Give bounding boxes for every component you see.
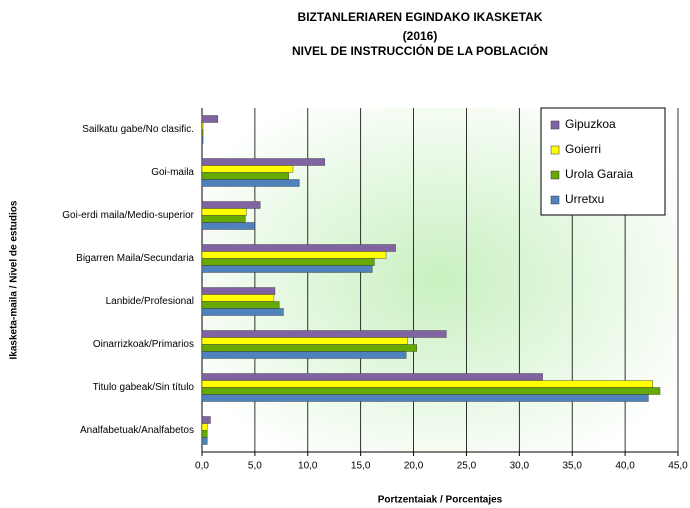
x-tick-label: 0,0 [195,461,209,472]
bar [201,265,373,273]
bar [201,416,211,424]
legend-swatch [550,195,560,205]
bar [201,172,289,180]
bar [201,129,204,137]
bar [201,287,276,295]
bar [201,215,246,223]
legend-label: Urretxu [565,192,604,206]
legend-swatch [550,120,560,130]
bar [201,308,284,316]
bar [201,337,408,345]
x-tick-label: 15,0 [351,461,371,472]
bar [201,165,294,173]
chart-title: NIVEL DE INSTRUCCIÓN DE LA POBLACIÓN [292,43,548,58]
x-tick-label: 35,0 [562,461,582,472]
legend-label: Urola Garaia [565,167,633,181]
y-tick-label: Bigarren Maila/Secundaria [76,253,194,264]
x-tick-label: 45,0 [668,461,688,472]
bar [201,437,208,445]
y-tick-label: Lanbide/Profesional [106,296,194,307]
legend-swatch [550,145,560,155]
x-tick-label: 5,0 [248,461,262,472]
x-tick-label: 40,0 [615,461,635,472]
chart-title: BIZTANLERIAREN EGINDAKO IKASKETAK [298,10,543,24]
bar [201,258,375,266]
legend-box [540,107,666,216]
legend-label: Gipuzkoa [565,117,616,131]
legend-label: Goierri [565,142,601,156]
bar [201,430,208,438]
y-tick-label: Goi-maila [151,167,194,178]
bar [201,294,275,302]
bar [201,158,325,166]
bar [201,373,543,381]
bar [201,380,653,388]
bar [201,387,661,395]
bar [201,208,247,216]
y-tick-label: Analfabetuak/Analfabetos [80,425,194,436]
y-tick-label: Oinarrizkoak/Primarios [93,339,194,350]
y-axis-title: Ikasketa-maila / Nivel de estudios [9,200,20,359]
bar [201,115,219,123]
bar [201,301,280,309]
x-tick-label: 30,0 [510,461,530,472]
bar [201,244,396,252]
bar [201,179,300,187]
bar [201,351,407,359]
x-axis-title: Portzentaiak / Porcentajes [378,495,503,506]
bar [201,330,447,338]
x-tick-label: 10,0 [298,461,318,472]
bar [201,423,208,431]
chart-title: (2016) [403,29,438,43]
y-tick-label: Titulo gabeak/Sin título [93,382,195,393]
x-tick-label: 20,0 [404,461,424,472]
y-tick-label: Sailkatu gabe/No clasific. [82,124,194,135]
x-tick-label: 25,0 [457,461,477,472]
bar [201,394,649,402]
bar [201,201,261,209]
bar [201,136,204,144]
y-tick-label: Goi-erdi maila/Medio-superior [62,210,194,221]
bar [201,251,387,259]
bar [201,222,256,230]
bar [201,344,417,352]
bar [201,122,204,130]
legend-swatch [550,170,560,180]
